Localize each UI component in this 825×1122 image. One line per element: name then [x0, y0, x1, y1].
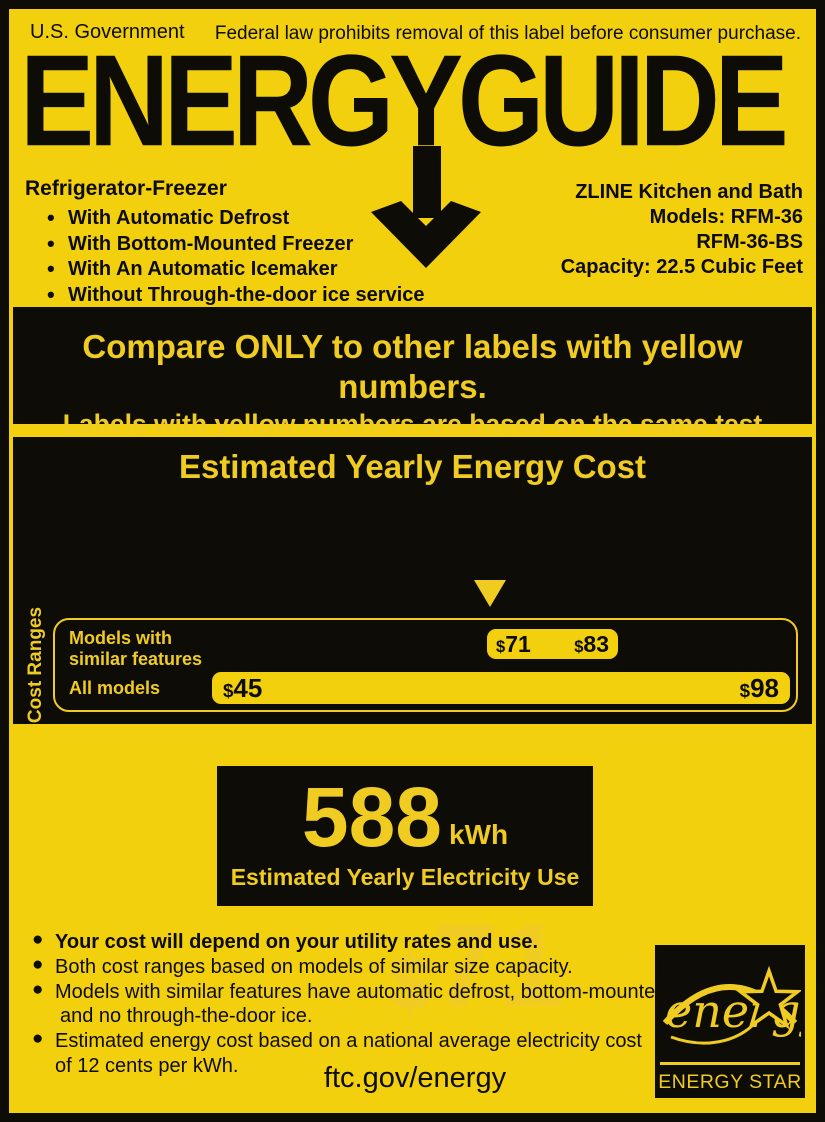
bullet-icon: •	[47, 230, 55, 256]
feature-list: • With Automatic Defrost • With Bottom-Mou…	[25, 205, 425, 308]
bullet-icon: •	[47, 256, 55, 281]
usage-unit: kWh	[449, 818, 509, 850]
energy-star-label: ENERGY STAR	[658, 1071, 802, 1093]
range-max: $98	[739, 672, 779, 703]
model-info: ZLINE Kitchen and Bath Models: RFM-36 RF…	[561, 180, 803, 280]
footnote-item: ● Models with similar features have auto…	[32, 978, 739, 1028]
cost-ranges-box: Models with similar features $71 $83 All…	[53, 618, 798, 712]
footnote-item: ● Estimated energy cost based on a natio…	[32, 1028, 642, 1077]
all-models-range-bar: $45 $98	[212, 672, 790, 704]
feature-item: • With Bottom-Mounted Freezer	[47, 230, 354, 256]
bullet-icon: •	[47, 205, 55, 230]
cost-panel-title: Estimated Yearly Energy Cost	[178, 448, 647, 485]
bullet-icon: ●	[32, 1028, 44, 1050]
federal-notice: Federal law prohibits removal of this la…	[214, 23, 801, 44]
bullet-icon: ●	[32, 953, 44, 975]
capacity-line: Capacity: 22.5 Cubic Feet	[560, 256, 803, 278]
bullet-icon: ●	[32, 929, 44, 950]
energy-cost-panel: Estimated Yearly Energy Cost $ 71 Cost R…	[13, 437, 812, 1025]
all-models-label: All models	[69, 678, 161, 698]
bullet-icon: ●	[32, 978, 44, 1000]
energyguide-logotype: ENERGYGUIDE	[20, 28, 789, 174]
similar-models-label: Models with similar features	[69, 628, 203, 669]
maker-name: ZLINE Kitchen and Bath	[575, 181, 803, 203]
government-text: U.S. Government	[30, 21, 185, 43]
usage-value: 588	[301, 770, 443, 865]
footnote-item: ● Your cost will depend on your utility r…	[32, 929, 539, 953]
product-category: Refrigerator-Freezer	[25, 177, 227, 200]
footnotes: ● Your cost will depend on your utility r…	[32, 929, 739, 1079]
cost-currency: $	[388, 938, 432, 1026]
range-min: $71	[496, 630, 531, 657]
range-min: $45	[223, 672, 263, 703]
cost-pointer-icon	[474, 580, 506, 607]
energy-star-divider	[660, 1062, 800, 1065]
cost-value: 71	[433, 900, 565, 1032]
usage-value-row: 588 kWh	[301, 770, 509, 865]
electricity-use-panel: 588 kWh Estimated Yearly Electricity Use	[217, 766, 593, 906]
feature-item: • With An Automatic Icemaker	[47, 256, 338, 281]
energy-star-mark-icon: energy	[662, 965, 801, 1045]
feature-item: • With Automatic Defrost	[47, 205, 290, 230]
models-line: Models: RFM-36	[649, 206, 803, 228]
website-text: ftc.gov/energy	[323, 1062, 507, 1094]
usage-caption: Estimated Yearly Electricity Use	[230, 863, 580, 890]
bullet-icon: •	[47, 281, 55, 307]
cost-ranges-label: Cost Ranges	[25, 606, 46, 724]
compare-notice-line1: Compare ONLY to other labels with yellow…	[82, 328, 743, 405]
models-line: RFM-36-BS	[696, 231, 803, 253]
product-features: Refrigerator-Freezer • With Automatic Def…	[25, 176, 425, 308]
similar-models-range-bar: $71 $83	[487, 629, 618, 659]
range-max: $83	[574, 630, 609, 657]
feature-item: • Without Through-the-door ice service	[47, 281, 425, 307]
energy-star-logo: energy ENERGY STAR	[655, 945, 805, 1098]
footnote-item: ● Both cost ranges based on models of sim…	[32, 953, 573, 978]
compare-notice-panel: Compare ONLY to other labels with yellow…	[13, 307, 812, 473]
down-arrow-icon	[371, 146, 481, 268]
